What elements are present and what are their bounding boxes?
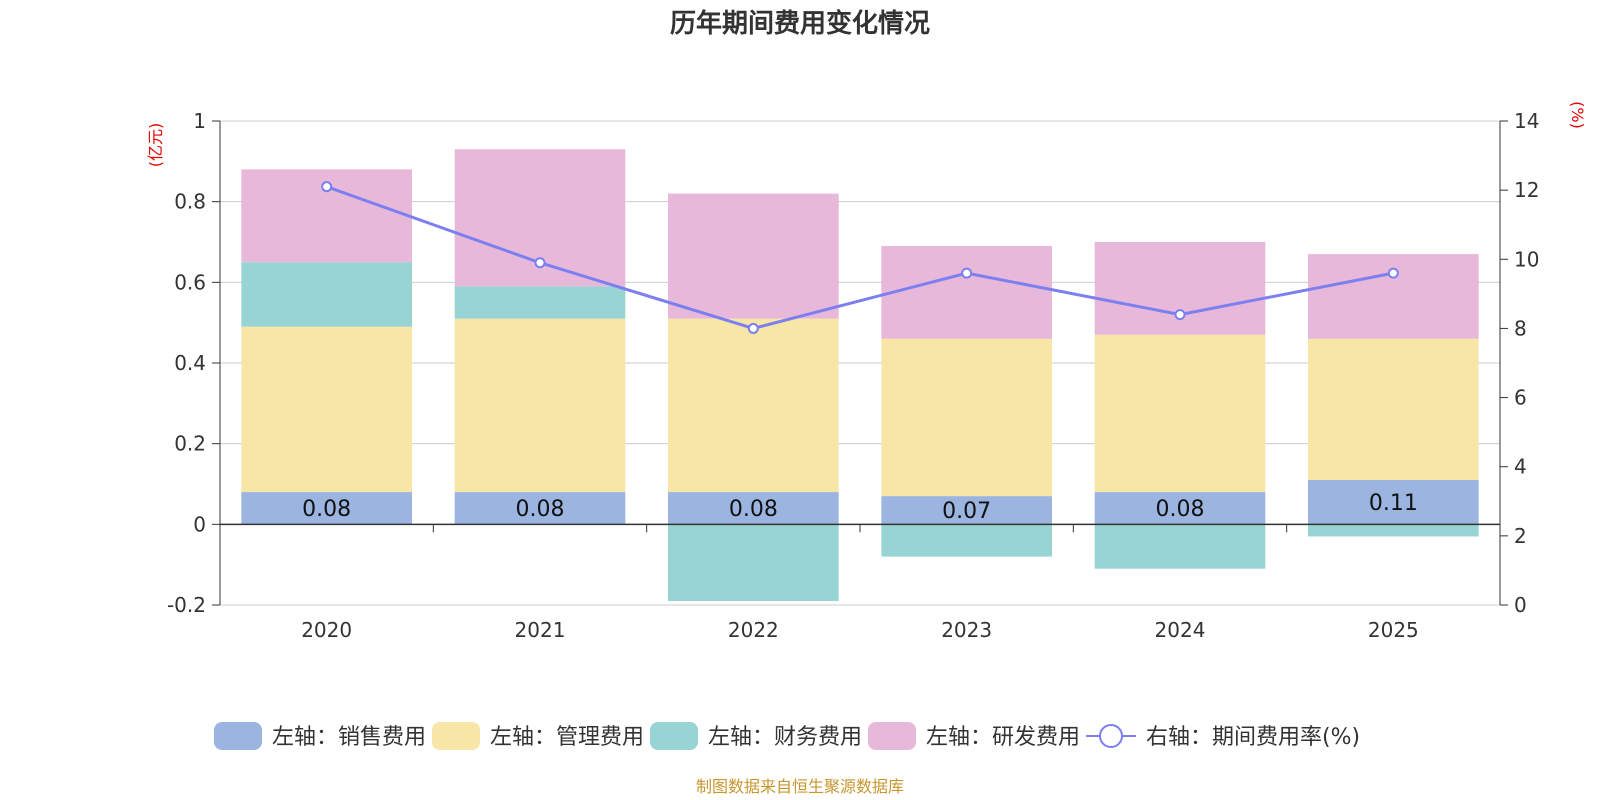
left-tick-label: 0.2 <box>174 432 206 456</box>
bar-segment <box>881 246 1052 339</box>
bar-segment <box>241 326 412 493</box>
right-tick-label: 4 <box>1514 455 1527 479</box>
legend-swatch <box>868 722 916 750</box>
legend-label: 左轴：研发费用 <box>926 725 1080 750</box>
legend-label: 左轴：销售费用 <box>272 725 426 750</box>
left-tick-label: 0.8 <box>174 190 206 214</box>
rate-point <box>747 322 759 334</box>
right-tick-label: 12 <box>1514 178 1539 202</box>
data-label: 0.08 <box>302 497 351 522</box>
x-tick-label: 2020 <box>301 618 352 642</box>
right-tick-label: 2 <box>1514 524 1527 548</box>
bar-segment <box>241 262 412 327</box>
rate-point <box>1387 267 1399 279</box>
right-tick-label: 8 <box>1514 316 1527 340</box>
left-tick-label: -0.2 <box>167 593 206 617</box>
bar-segment <box>1308 254 1479 339</box>
x-tick-label: 2023 <box>941 618 992 642</box>
bar-segment <box>1094 242 1266 335</box>
rate-line-path <box>326 185 1394 330</box>
bar-segment <box>881 496 1052 525</box>
legend-swatch <box>432 722 480 750</box>
legend-label: 右轴：期间费用率(%) <box>1146 725 1360 750</box>
rate-line <box>321 181 1399 334</box>
bar-segment <box>1094 492 1266 525</box>
data-labels: 0.08 0.08 0.08 0.07 0.08 0.11 <box>302 491 1418 524</box>
bar-segment <box>881 338 1052 497</box>
left-axis-unit: (亿元) <box>146 123 165 168</box>
bar-segment <box>454 286 626 319</box>
data-label: 0.08 <box>516 497 565 522</box>
legend-label: 左轴：管理费用 <box>490 725 644 750</box>
data-label: 0.08 <box>1156 497 1205 522</box>
left-tick-label: 0 <box>193 512 206 536</box>
bar-segment <box>454 318 626 493</box>
rate-point <box>534 257 546 269</box>
rate-point <box>321 181 333 193</box>
left-tick-label: 0.4 <box>174 351 206 375</box>
rate-point <box>961 267 973 279</box>
right-tick-label: 6 <box>1514 386 1527 410</box>
legend: 左轴：销售费用 左轴：管理费用 左轴：财务费用 左轴：研发费用 右轴：期间费用率(%) <box>214 722 1360 750</box>
bar-segment <box>1094 524 1266 569</box>
x-tick-label: 2021 <box>515 618 566 642</box>
bar-segment <box>1094 334 1266 493</box>
legend-label: 左轴：财务费用 <box>708 725 862 750</box>
data-label: 0.08 <box>729 497 778 522</box>
rate-point <box>1174 309 1186 321</box>
bar-segment <box>881 524 1052 557</box>
source-note: 制图数据来自恒生聚源数据库 <box>696 777 904 796</box>
legend-marker <box>1099 724 1123 748</box>
right-tick-label: 0 <box>1514 593 1527 617</box>
data-label: 0.07 <box>942 499 991 524</box>
bars <box>241 149 1479 601</box>
right-tick-label: 10 <box>1514 247 1539 271</box>
legend-swatch <box>214 722 262 750</box>
bar-segment <box>454 492 626 525</box>
x-tick-label: 2025 <box>1368 618 1419 642</box>
bar-segment <box>668 492 839 525</box>
right-axis-unit: (%) <box>1568 101 1587 129</box>
x-tick-label: 2024 <box>1155 618 1206 642</box>
data-label: 0.11 <box>1369 491 1418 516</box>
legend-swatch <box>650 722 698 750</box>
bar-segment <box>668 524 839 601</box>
right-tick-label: 14 <box>1514 109 1539 133</box>
x-tick-label: 2022 <box>728 618 779 642</box>
left-tick-label: 1 <box>193 109 206 133</box>
bar-segment <box>668 318 839 493</box>
bar-segment <box>1308 338 1479 480</box>
bar-segment <box>1308 479 1479 525</box>
bar-segment <box>1308 524 1479 537</box>
left-tick-label: 0.6 <box>174 270 206 294</box>
chart-title: 历年期间费用变化情况 <box>670 8 930 39</box>
bar-segment <box>241 492 412 525</box>
bar-segment <box>668 193 839 319</box>
